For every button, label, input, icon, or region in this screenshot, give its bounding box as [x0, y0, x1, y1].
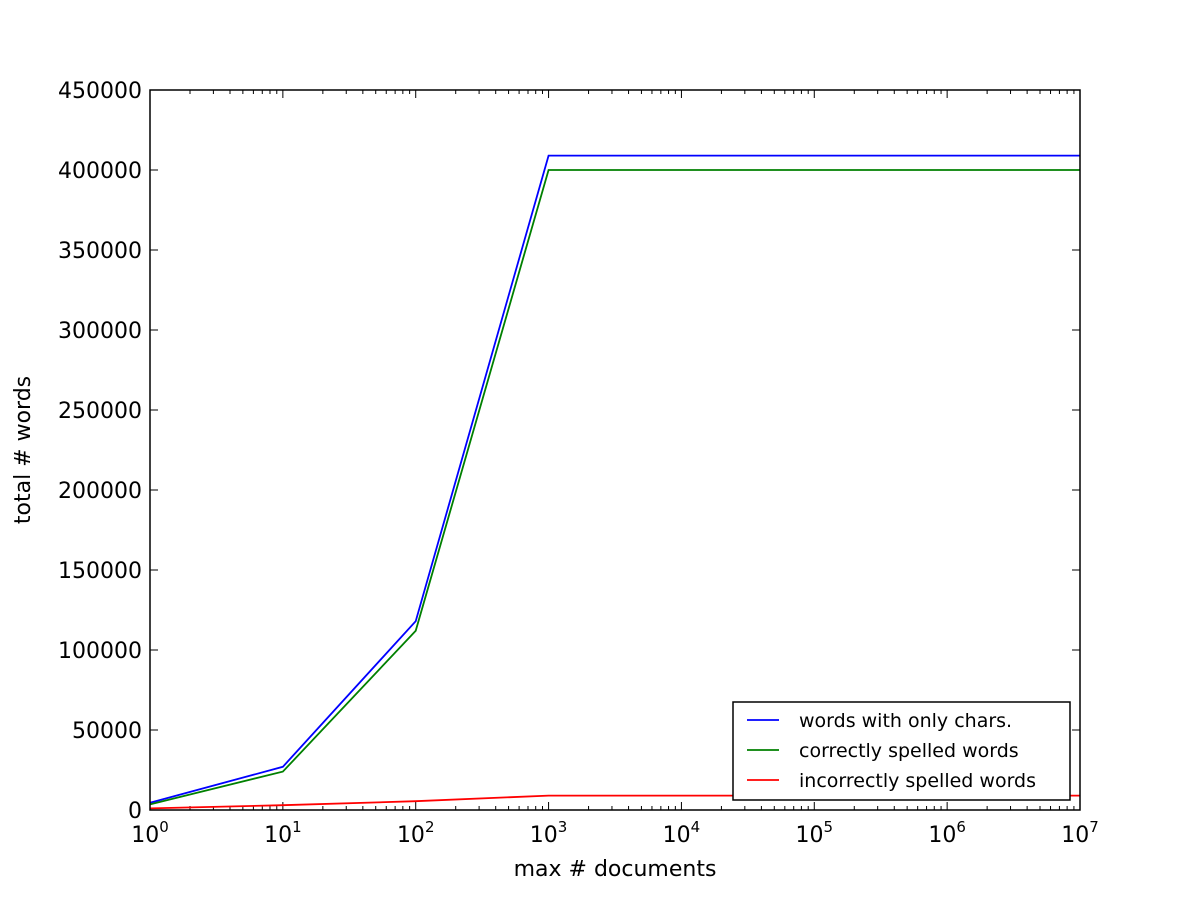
x-tick-base: 10	[264, 823, 292, 848]
x-tick-label: 102	[397, 818, 435, 848]
x-tick-base: 10	[796, 823, 824, 848]
legend-box	[732, 701, 1071, 801]
legend-entry: incorrectly spelled words	[799, 770, 1036, 792]
plot-frame	[149, 89, 1081, 811]
y-tick-label: 300000	[58, 319, 142, 344]
x-tick-base: 10	[928, 823, 956, 848]
x-tick-exponent: 2	[425, 818, 435, 836]
y-tick-label: 150000	[58, 559, 142, 584]
y-axis-label: total # words	[11, 376, 36, 524]
legend-entry: correctly spelled words	[799, 740, 1019, 762]
x-tick-label: 107	[1061, 818, 1099, 848]
x-tick-base: 10	[530, 823, 558, 848]
series-line-0	[149, 154, 1080, 804]
x-tick-base: 10	[397, 823, 425, 848]
x-tick-label: 106	[928, 818, 966, 848]
x-tick-exponent: 5	[824, 818, 834, 836]
y-tick-labels: 0 50000 100000 150000 200000 250000 300000 3500…	[58, 79, 142, 824]
x-tick-label: 104	[663, 818, 701, 848]
x-tick-exponent: 1	[292, 818, 302, 836]
x-tick-label: 100	[131, 818, 169, 848]
y-tick-label: 100000	[58, 639, 142, 664]
y-tick-label: 0	[128, 799, 142, 824]
x-tick-label: 101	[264, 818, 302, 848]
x-tick-exponent: 7	[1089, 818, 1099, 836]
y-tick-label: 250000	[58, 399, 142, 424]
x-tick-label: 103	[530, 818, 568, 848]
x-tick-base: 10	[131, 823, 159, 848]
x-tick-base: 10	[663, 823, 691, 848]
x-tick-label: 105	[796, 818, 834, 848]
y-tick-label: 350000	[58, 239, 142, 264]
y-tick-label: 400000	[58, 159, 142, 184]
x-axis-label: max # documents	[514, 857, 717, 882]
legend: words with only chars. correctly spelled …	[732, 701, 1071, 801]
series-line-1	[149, 169, 1080, 806]
x-tick-exponent: 3	[558, 818, 568, 836]
x-tick-exponent: 6	[956, 818, 966, 836]
y-tick-label: 450000	[58, 79, 142, 104]
legend-entry: words with only chars.	[799, 710, 1012, 732]
y-tick-label: 200000	[58, 479, 142, 504]
x-tick-exponent: 4	[691, 818, 701, 836]
x-tick-labels: 100 101 102 103 104 105 106 107	[131, 818, 1099, 848]
x-tick-base: 10	[1061, 823, 1089, 848]
x-tick-exponent: 0	[159, 818, 169, 836]
y-tick-label: 50000	[72, 719, 142, 744]
